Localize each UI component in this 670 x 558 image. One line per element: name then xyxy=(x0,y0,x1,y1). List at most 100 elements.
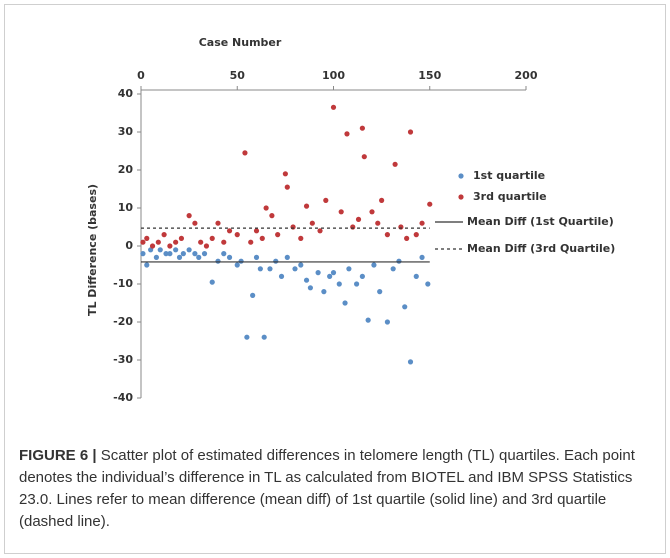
point xyxy=(153,254,159,260)
point xyxy=(284,184,290,190)
y-tick-label: 0 xyxy=(125,239,133,252)
point xyxy=(404,235,410,241)
point xyxy=(180,251,186,257)
point xyxy=(278,273,285,279)
point xyxy=(298,235,304,241)
point xyxy=(307,285,313,291)
point xyxy=(392,161,398,167)
legend-label: Mean Diff (1st Quartile) xyxy=(467,215,614,228)
y-tick-label: -40 xyxy=(113,391,133,404)
point xyxy=(371,262,377,268)
point xyxy=(273,258,279,264)
legend-label: Mean Diff (3rd Quartile) xyxy=(467,242,615,255)
point xyxy=(157,247,163,253)
point xyxy=(315,270,321,276)
point xyxy=(398,224,404,230)
chart: Case Number TL Difference (bases) -40 -30… xyxy=(86,36,615,404)
point xyxy=(186,213,192,219)
point xyxy=(323,197,329,203)
point xyxy=(342,300,348,306)
point xyxy=(186,247,192,253)
point xyxy=(303,203,310,209)
y-tick-label: -20 xyxy=(113,315,133,328)
caption-text: Scatter plot of estimated differences in… xyxy=(19,447,635,530)
point xyxy=(192,251,198,257)
point xyxy=(173,247,179,253)
point xyxy=(361,154,367,160)
caption: FIGURE 6 | Scatter plot of estimated dif… xyxy=(19,445,649,533)
point xyxy=(390,266,396,272)
point xyxy=(167,243,173,249)
point xyxy=(327,273,333,279)
x-tick-label: 50 xyxy=(230,69,246,82)
point xyxy=(344,131,350,137)
point xyxy=(176,254,183,260)
y-tick-label: 10 xyxy=(118,201,134,214)
point xyxy=(282,171,288,177)
point xyxy=(317,228,323,234)
point xyxy=(269,213,275,219)
point xyxy=(163,251,169,257)
point xyxy=(226,254,233,260)
point xyxy=(144,262,150,268)
x-axis-title: Case Number xyxy=(199,36,282,49)
point xyxy=(365,317,371,323)
point xyxy=(250,292,256,298)
y-tick-label: 30 xyxy=(118,125,134,138)
point xyxy=(167,251,173,257)
x-tick-label: 0 xyxy=(137,69,145,82)
point xyxy=(198,239,204,245)
point xyxy=(226,228,233,234)
point xyxy=(261,334,267,340)
caption-label: FIGURE 6 | xyxy=(19,447,97,464)
point xyxy=(221,239,227,245)
point xyxy=(173,239,179,245)
x-tick-label: 150 xyxy=(418,69,441,82)
point xyxy=(336,281,342,287)
point xyxy=(413,273,419,279)
point xyxy=(259,235,265,241)
point xyxy=(215,258,221,264)
point xyxy=(201,251,208,257)
point xyxy=(346,266,352,272)
point xyxy=(253,228,260,234)
point xyxy=(419,254,425,260)
point xyxy=(290,224,296,230)
figure: Case Number TL Difference (bases) -40 -30… xyxy=(4,4,666,554)
legend-label: 1st quartile xyxy=(473,169,545,182)
point xyxy=(309,220,315,226)
point xyxy=(234,262,240,268)
point xyxy=(359,125,365,131)
legend-marker xyxy=(458,173,464,179)
point xyxy=(350,224,356,230)
point xyxy=(354,281,360,287)
point xyxy=(221,251,227,257)
point xyxy=(263,205,269,211)
point xyxy=(275,232,281,238)
legend-label: 3rd quartile xyxy=(473,190,547,203)
point xyxy=(407,359,414,365)
point xyxy=(369,209,375,215)
point xyxy=(402,304,408,310)
point xyxy=(178,235,185,241)
point xyxy=(149,243,156,249)
point xyxy=(234,232,240,238)
point xyxy=(419,220,425,226)
point xyxy=(140,251,146,257)
point xyxy=(384,319,390,325)
point xyxy=(377,289,383,295)
point xyxy=(298,262,304,268)
point xyxy=(284,254,290,260)
point xyxy=(144,235,150,241)
y-tick-label: -10 xyxy=(113,277,133,290)
point xyxy=(267,266,273,272)
y-tick-label: 20 xyxy=(118,163,134,176)
point xyxy=(238,258,244,264)
point xyxy=(196,254,202,260)
point xyxy=(427,201,433,207)
point xyxy=(379,197,385,203)
point xyxy=(215,220,221,226)
x-tick-label: 200 xyxy=(515,69,538,82)
point xyxy=(396,258,402,264)
point xyxy=(209,235,215,241)
